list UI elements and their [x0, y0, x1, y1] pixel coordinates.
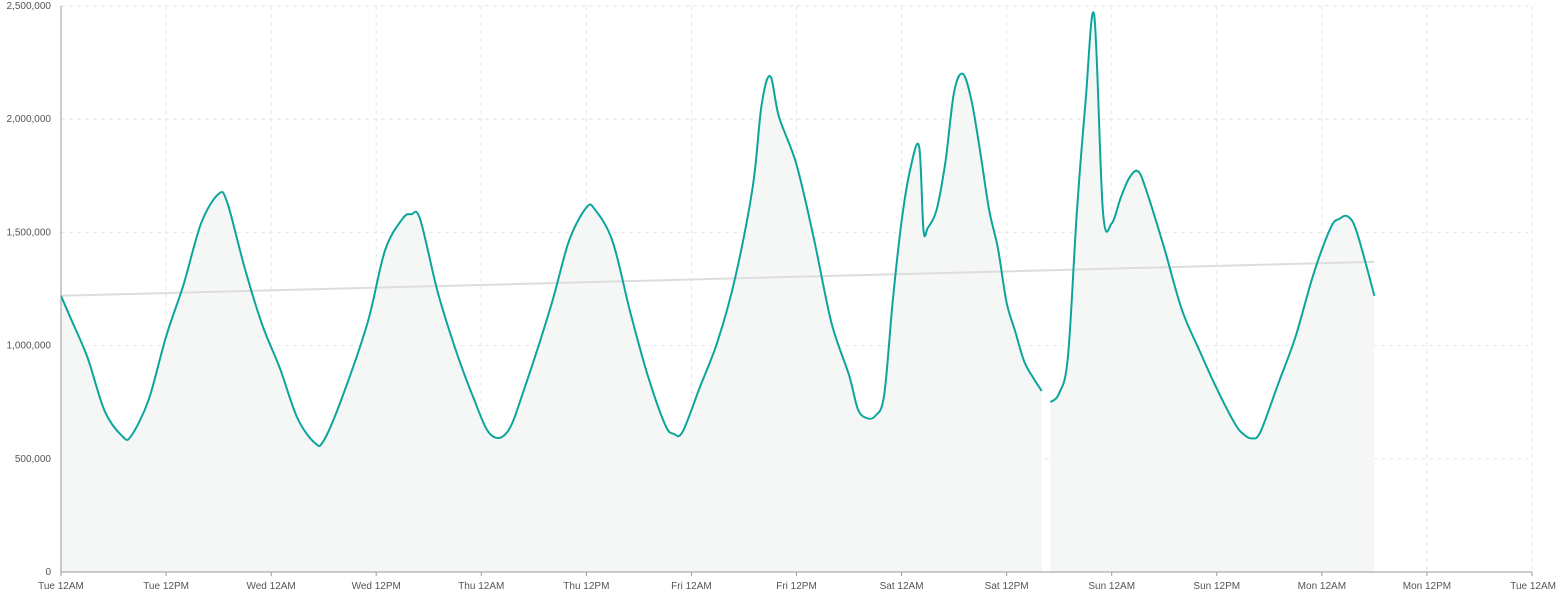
y-tick-label: 0	[45, 567, 51, 578]
x-tick-label: Fri 12AM	[671, 581, 712, 592]
x-axis-tick-labels: Tue 12AM Tue 12PM Wed 12AM Wed 12PM Thu 12AM…	[38, 581, 1556, 592]
y-tick-label: 1,500,000	[7, 227, 52, 238]
x-tick-label: Thu 12PM	[563, 581, 609, 592]
series-area-segment	[1050, 12, 1375, 572]
y-axis-tick-labels: 0 500,000 1,000,000 1,500,000 2,000,000 2,500…	[7, 1, 52, 578]
x-tick-label: Mon 12AM	[1298, 581, 1346, 592]
x-tick-label: Fri 12PM	[776, 581, 817, 592]
x-tick-label: Wed 12PM	[352, 581, 401, 592]
x-tick-label: Sun 12PM	[1193, 581, 1240, 592]
y-tick-label: 500,000	[15, 454, 52, 465]
x-tick-label: Sun 12AM	[1088, 581, 1135, 592]
y-tick-label: 2,000,000	[7, 114, 52, 125]
x-tick-label: Tue 12PM	[143, 581, 189, 592]
series-line-segment	[60, 72, 1043, 447]
x-tick-label: Tue 12AM	[38, 581, 84, 592]
x-tick-label: Tue 12AM	[1510, 581, 1556, 592]
x-tick-label: Wed 12AM	[246, 581, 295, 592]
x-tick-label: Mon 12PM	[1403, 581, 1451, 592]
trend-line	[60, 260, 1375, 297]
series-line-segment	[1049, 11, 1376, 440]
area-fill-layer	[61, 12, 1375, 572]
series-line-layer	[60, 11, 1376, 447]
series-area-segment	[61, 73, 1042, 572]
x-tick-label: Sat 12AM	[880, 581, 924, 592]
x-tick-label: Thu 12AM	[458, 581, 504, 592]
y-tick-label: 1,000,000	[7, 341, 52, 352]
x-tick-label: Sat 12PM	[985, 581, 1029, 592]
trend-line-layer	[60, 260, 1375, 297]
axes	[60, 6, 1533, 576]
y-tick-label: 2,500,000	[7, 1, 52, 12]
